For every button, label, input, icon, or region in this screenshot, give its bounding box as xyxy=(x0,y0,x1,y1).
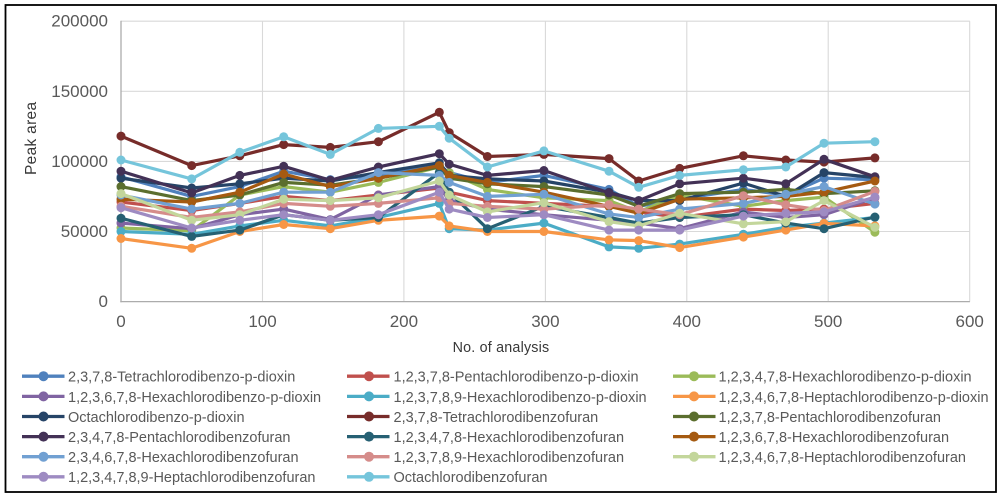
svg-text:50000: 50000 xyxy=(61,222,108,241)
svg-text:600: 600 xyxy=(956,312,984,331)
svg-text:0: 0 xyxy=(116,312,125,331)
svg-text:1,2,3,6,7,8-Hexachlorodibenzof: 1,2,3,6,7,8-Hexachlorodibenzofuran xyxy=(719,430,950,446)
svg-text:500: 500 xyxy=(814,312,842,331)
svg-text:1,2,3,4,7,8,9-Heptachlorodiben: 1,2,3,4,7,8,9-Heptachlorodibenzofuran xyxy=(68,470,315,486)
svg-text:Peak area: Peak area xyxy=(23,102,40,175)
svg-text:2,3,4,7,8-Pentachlorodibenzofu: 2,3,4,7,8-Pentachlorodibenzofuran xyxy=(68,430,291,446)
svg-text:1,2,3,6,7,8-Hexachlorodibenzo-: 1,2,3,6,7,8-Hexachlorodibenzo-p-dioxin xyxy=(68,390,321,406)
svg-text:2,3,7,8-Tetrachlorodibenzofura: 2,3,7,8-Tetrachlorodibenzofuran xyxy=(394,410,599,426)
svg-text:1,2,3,4,6,7,8-Heptachlorodiben: 1,2,3,4,6,7,8-Heptachlorodibenzo-p-dioxi… xyxy=(719,390,989,406)
svg-text:2,3,4,6,7,8-Hexachlorodibenzof: 2,3,4,6,7,8-Hexachlorodibenzofuran xyxy=(68,450,299,466)
svg-text:Octachlorodibenzofuran: Octachlorodibenzofuran xyxy=(394,470,548,486)
svg-text:Octachlorodibenzo-p-dioxin: Octachlorodibenzo-p-dioxin xyxy=(68,410,245,426)
svg-text:1,2,3,7,8-Pentachlorodibenzofu: 1,2,3,7,8-Pentachlorodibenzofuran xyxy=(719,410,942,426)
svg-text:1,2,3,4,6,7,8-Heptachlorodiben: 1,2,3,4,6,7,8-Heptachlorodibenzofuran xyxy=(719,450,966,466)
svg-text:200: 200 xyxy=(390,312,418,331)
svg-text:0: 0 xyxy=(99,292,108,311)
svg-text:1,2,3,7,8,9-Hexachlorodibenzof: 1,2,3,7,8,9-Hexachlorodibenzofuran xyxy=(394,450,625,466)
svg-text:300: 300 xyxy=(531,312,559,331)
svg-text:1,2,3,7,8-Pentachlorodibenzo-p: 1,2,3,7,8-Pentachlorodibenzo-p-dioxin xyxy=(394,370,639,386)
svg-text:400: 400 xyxy=(673,312,701,331)
svg-text:1,2,3,4,7,8-Hexachlorodibenzof: 1,2,3,4,7,8-Hexachlorodibenzofuran xyxy=(394,430,625,446)
svg-text:200000: 200000 xyxy=(51,12,108,31)
svg-text:1,2,3,4,7,8-Hexachlorodibenzo-: 1,2,3,4,7,8-Hexachlorodibenzo-p-dioxin xyxy=(719,370,972,386)
svg-text:150000: 150000 xyxy=(51,82,108,101)
svg-text:1,2,3,7,8,9-Hexachlorodibenzo-: 1,2,3,7,8,9-Hexachlorodibenzo-p-dioxin xyxy=(394,390,647,406)
svg-text:100000: 100000 xyxy=(51,152,108,171)
svg-text:2,3,7,8-Tetrachlorodibenzo-p-d: 2,3,7,8-Tetrachlorodibenzo-p-dioxin xyxy=(68,370,295,386)
svg-text:No. of analysis: No. of analysis xyxy=(453,340,550,356)
svg-text:100: 100 xyxy=(248,312,276,331)
